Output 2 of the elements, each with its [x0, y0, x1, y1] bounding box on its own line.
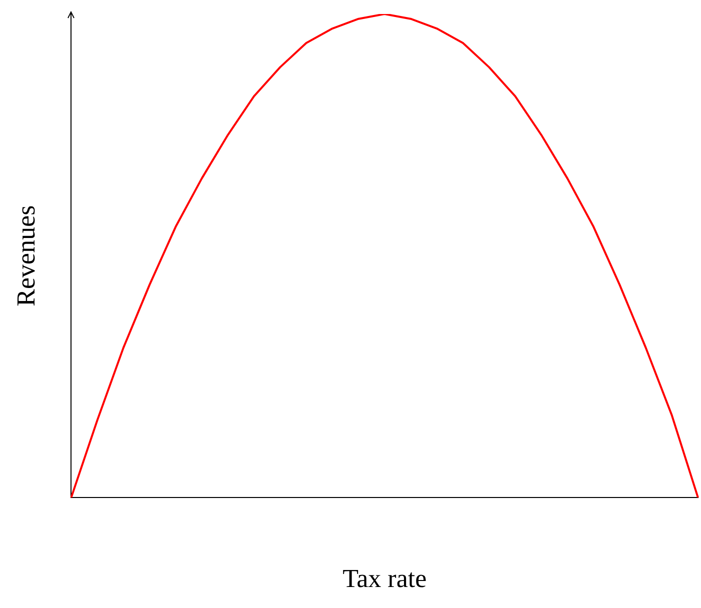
x-axis-title: Tax rate — [342, 564, 427, 594]
y-axis-title: Revenues — [11, 205, 40, 306]
